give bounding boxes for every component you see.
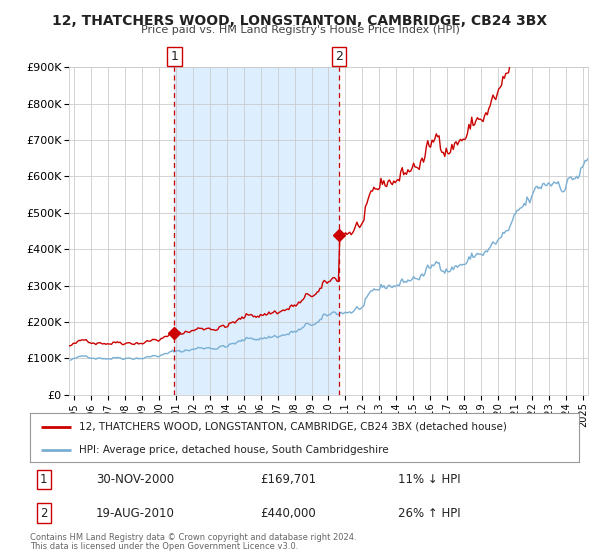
Text: 12, THATCHERS WOOD, LONGSTANTON, CAMBRIDGE, CB24 3BX: 12, THATCHERS WOOD, LONGSTANTON, CAMBRID… [52,14,548,28]
Text: Contains HM Land Registry data © Crown copyright and database right 2024.: Contains HM Land Registry data © Crown c… [30,533,356,542]
Text: 19-AUG-2010: 19-AUG-2010 [96,507,175,520]
Text: £169,701: £169,701 [260,473,317,486]
Text: 1: 1 [40,473,47,486]
Text: 2: 2 [335,50,343,63]
Text: 11% ↓ HPI: 11% ↓ HPI [398,473,460,486]
Text: HPI: Average price, detached house, South Cambridgeshire: HPI: Average price, detached house, Sout… [79,445,389,455]
Text: £440,000: £440,000 [260,507,316,520]
Text: 1: 1 [170,50,178,63]
Text: 26% ↑ HPI: 26% ↑ HPI [398,507,460,520]
Text: This data is licensed under the Open Government Licence v3.0.: This data is licensed under the Open Gov… [30,542,298,551]
Bar [175,67,339,395]
Text: Price paid vs. HM Land Registry's House Price Index (HPI): Price paid vs. HM Land Registry's House … [140,25,460,35]
Text: 30-NOV-2000: 30-NOV-2000 [96,473,174,486]
Text: 2: 2 [40,507,47,520]
Text: 12, THATCHERS WOOD, LONGSTANTON, CAMBRIDGE, CB24 3BX (detached house): 12, THATCHERS WOOD, LONGSTANTON, CAMBRID… [79,422,507,432]
